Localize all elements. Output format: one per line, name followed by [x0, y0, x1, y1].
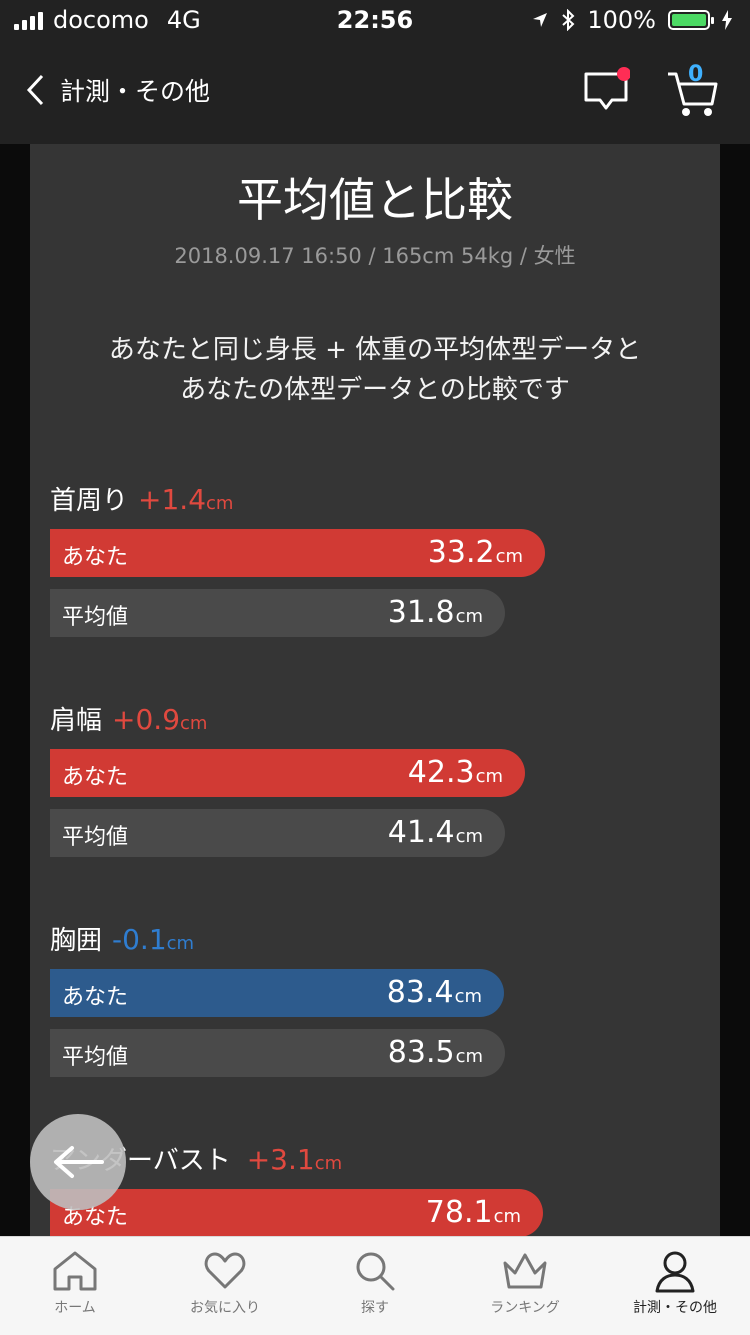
chevron-left-icon: [26, 74, 44, 106]
measurement-section-underbust: アンダーバスト +3.1cm あなた 78.1cm: [50, 1140, 720, 1236]
you-label: あなた: [62, 765, 129, 790]
home-icon: [53, 1251, 97, 1291]
tab-label: 探す: [361, 1300, 389, 1316]
average-bar: 平均値 31.8cm: [50, 589, 505, 637]
description: あなたと同じ身長 + 体重の平均体型データと あなたの体型データとの比較です: [30, 330, 720, 410]
battery-icon: [668, 10, 714, 30]
tab-favorites[interactable]: お気に入り: [150, 1237, 300, 1335]
average-label: 平均値: [62, 1045, 129, 1070]
difference-value: +0.9cm: [112, 703, 208, 736]
you-label: あなた: [62, 545, 129, 570]
section-header: 肩幅 +0.9cm: [50, 700, 720, 737]
crown-icon: [503, 1253, 547, 1289]
you-value: 33.2cm: [427, 535, 523, 570]
status-time: 22:56: [336, 6, 414, 34]
difference-value: +3.1cm: [246, 1143, 343, 1176]
you-value: 42.3cm: [407, 755, 503, 790]
tab-label: ホーム: [54, 1300, 96, 1316]
measurement-name: 肩幅: [50, 706, 103, 736]
average-bar: 平均値 83.5cm: [50, 1029, 505, 1077]
charging-bolt-icon: [722, 10, 732, 30]
you-bar: あなた 33.2cm: [50, 529, 545, 577]
section-header: アンダーバスト +3.1cm: [50, 1140, 720, 1177]
average-value: 83.5cm: [387, 1035, 483, 1070]
average-value: 41.4cm: [387, 815, 483, 850]
difference-value: -0.1cm: [112, 923, 195, 956]
location-arrow-icon: [533, 13, 548, 27]
description-line-2: あなたの体型データとの比較です: [180, 375, 570, 405]
tab-label: ランキング: [490, 1300, 560, 1316]
status-bar: docomo 4G 22:56 100%: [0, 0, 750, 42]
average-value: 31.8cm: [387, 595, 483, 630]
bluetooth-icon: [562, 9, 575, 31]
person-icon: [655, 1251, 695, 1293]
network-label: 4G: [166, 6, 201, 34]
tab-bar: ホーム お気に入り 探す ランキング 計測・その他: [0, 1236, 750, 1335]
comparison-panel: 平均値と比較 2018.09.17 16:50 / 165cm 54kg / 女…: [30, 144, 720, 1236]
description-line-1: あなたと同じ身長 + 体重の平均体型データと: [108, 335, 642, 365]
measurement-meta: 2018.09.17 16:50 / 165cm 54kg / 女性: [174, 244, 576, 268]
tab-measurement[interactable]: 計測・その他: [600, 1237, 750, 1335]
battery-percent: 100%: [587, 6, 656, 34]
measurement-section-neck: 首周り +1.4cm あなた 33.2cm 平均値 31.8cm: [50, 480, 720, 637]
cart-icon[interactable]: [664, 64, 720, 120]
you-value: 83.4cm: [386, 975, 482, 1010]
section-header: 胸囲 -0.1cm: [50, 920, 720, 957]
you-bar: あなた 83.4cm: [50, 969, 504, 1017]
tab-search[interactable]: 探す: [300, 1237, 450, 1335]
back-button[interactable]: 計測・その他: [26, 72, 210, 108]
difference-value: +1.4cm: [138, 483, 234, 516]
tab-label: お気に入り: [190, 1300, 260, 1316]
tab-label: 計測・その他: [633, 1300, 717, 1316]
page-title: 平均値と比較: [237, 173, 513, 227]
cart-count-badge: 0: [688, 62, 704, 87]
back-label: 計測・その他: [60, 77, 211, 106]
heart-icon: [204, 1252, 246, 1289]
average-label: 平均値: [62, 825, 129, 850]
you-bar: あなた 42.3cm: [50, 749, 525, 797]
status-right: 100%: [531, 6, 732, 34]
measurement-name: 首周り: [50, 486, 129, 516]
tab-home[interactable]: ホーム: [0, 1237, 150, 1335]
you-label: あなた: [62, 985, 129, 1010]
arrow-left-icon: [54, 1146, 104, 1178]
measurement-section-shoulder: 肩幅 +0.9cm あなた 42.3cm 平均値 41.4cm: [50, 700, 720, 857]
measurement-section-chest: 胸囲 -0.1cm あなた 83.4cm 平均値 83.5cm: [50, 920, 720, 1077]
floating-back-button[interactable]: [30, 1114, 126, 1210]
status-left: docomo 4G: [14, 6, 201, 34]
nav-bar: 計測・その他 0: [0, 42, 750, 144]
carrier-label: docomo: [53, 6, 149, 34]
section-header: 首周り +1.4cm: [50, 480, 720, 517]
message-icon[interactable]: [582, 66, 630, 114]
signal-icon: [14, 10, 43, 30]
average-label: 平均値: [62, 605, 129, 630]
measurement-name: 胸囲: [50, 926, 103, 956]
search-icon: [356, 1252, 395, 1291]
you-value: 78.1cm: [425, 1195, 521, 1230]
average-bar: 平均値 41.4cm: [50, 809, 505, 857]
you-bar: あなた 78.1cm: [50, 1189, 543, 1236]
tab-ranking[interactable]: ランキング: [450, 1237, 600, 1335]
